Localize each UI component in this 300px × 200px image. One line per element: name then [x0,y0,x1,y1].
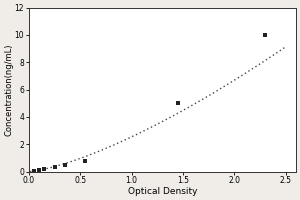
Y-axis label: Concentration(ng/mL): Concentration(ng/mL) [4,43,13,136]
X-axis label: Optical Density: Optical Density [128,187,197,196]
